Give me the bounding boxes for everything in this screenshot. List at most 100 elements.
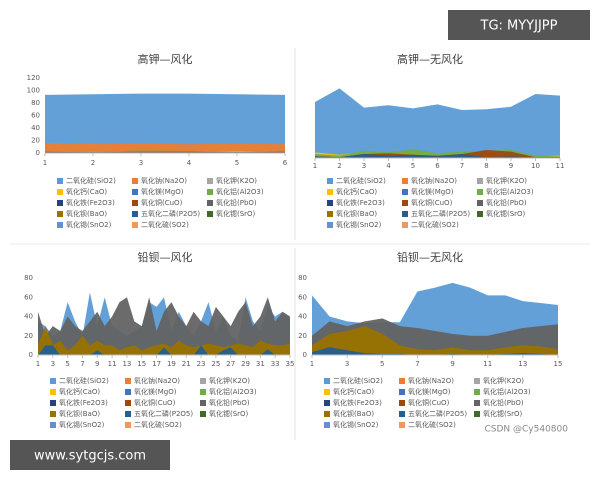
legend-label: 氧化钡(BaO) — [336, 209, 377, 218]
y-tick-label: 100 — [27, 87, 40, 95]
x-tick-label: 1 — [310, 360, 314, 368]
legend-swatch — [402, 222, 408, 228]
chart-title: 高钾—无风化 — [397, 52, 463, 66]
legend-label: 氧化铅(PbO) — [483, 398, 524, 407]
legend-label: 氧化钙(CaO) — [336, 187, 377, 196]
legend-swatch — [477, 178, 483, 184]
legend-swatch — [200, 411, 206, 417]
legend-swatch — [402, 189, 408, 195]
area — [38, 326, 290, 355]
area — [38, 345, 290, 355]
legend-swatch — [399, 389, 405, 395]
legend-swatch — [132, 222, 138, 228]
legend-swatch — [399, 400, 405, 406]
x-tick-label: 11 — [108, 360, 117, 368]
legend-swatch — [474, 389, 480, 395]
legend-swatch — [474, 378, 480, 384]
legend-label: 二氧化硫(SO2) — [134, 420, 182, 429]
legend-swatch — [327, 222, 333, 228]
legend-swatch — [399, 378, 405, 384]
legend-label: 氧化铁(Fe2O3) — [333, 398, 382, 407]
watermark-box — [10, 440, 170, 470]
legend-swatch — [207, 200, 213, 206]
legend-label: 氧化钙(CaO) — [59, 387, 100, 396]
y-tick-label: 80 — [298, 274, 307, 282]
x-tick-label: 3 — [51, 360, 55, 368]
legend-label: 二氧化硫(SO2) — [141, 220, 189, 229]
legend-label: 氧化锡(SnO2) — [66, 220, 112, 229]
x-tick-label: 7 — [415, 360, 419, 368]
legend-label: 氧化铜(CuO) — [134, 398, 176, 407]
legend-label: 氧化钾(K2O) — [216, 176, 257, 185]
x-tick-label: 9 — [509, 162, 513, 170]
chart-title: 铅钡—无风化 — [397, 250, 463, 264]
y-tick-label: 20 — [24, 332, 33, 340]
x-tick-label: 23 — [197, 360, 206, 368]
x-tick-label: 3 — [345, 360, 349, 368]
x-tick-label: 25 — [211, 360, 220, 368]
legend-label: 氧化钠(Na2O) — [408, 376, 454, 385]
area — [312, 326, 558, 355]
x-tick-label: 6 — [283, 159, 288, 167]
legend-swatch — [324, 400, 330, 406]
legend-swatch — [324, 411, 330, 417]
x-tick-label: 29 — [241, 360, 250, 368]
legend-label: 氧化钠(Na2O) — [134, 376, 180, 385]
legend-swatch — [132, 178, 138, 184]
legend-swatch — [50, 411, 56, 417]
x-tick-label: 19 — [167, 360, 176, 368]
legend-swatch — [50, 378, 56, 384]
legend-label: 二氧化硅(SiO2) — [66, 176, 116, 185]
legend-swatch — [474, 411, 480, 417]
legend-swatch — [57, 178, 63, 184]
x-tick-label: 3 — [362, 162, 366, 170]
legend-label: 氧化铁(Fe2O3) — [336, 198, 385, 207]
x-tick-label: 3 — [139, 159, 143, 167]
x-tick-label: 2 — [337, 162, 341, 170]
legend-swatch — [324, 389, 330, 395]
x-tick-label: 9 — [450, 360, 454, 368]
legend-swatch — [57, 222, 63, 228]
legend-swatch — [477, 189, 483, 195]
legend-swatch — [399, 422, 405, 428]
legend-swatch — [324, 422, 330, 428]
x-tick-label: 13 — [518, 360, 527, 368]
x-tick-label: 31 — [256, 360, 265, 368]
y-tick-label: 0 — [303, 351, 307, 359]
legend-label: 氧化锶(SrO) — [216, 209, 256, 218]
legend-label: 二氧化硅(SiO2) — [333, 376, 383, 385]
y-tick-label: 40 — [24, 313, 33, 321]
legend-label: 五氧化二磷(P2O5) — [141, 209, 200, 218]
legend-swatch — [327, 189, 333, 195]
legend-label: 氧化钠(Na2O) — [411, 176, 457, 185]
legend-label: 氧化铅(PbO) — [209, 398, 250, 407]
x-tick-label: 35 — [286, 360, 295, 368]
legend-swatch — [402, 200, 408, 206]
x-tick-label: 11 — [556, 162, 565, 170]
watermark: www.sytgcjs.com — [34, 449, 146, 464]
legend-swatch — [125, 400, 131, 406]
legend-label: 氧化钠(Na2O) — [141, 176, 187, 185]
legend-swatch — [474, 400, 480, 406]
y-tick-label: 40 — [31, 124, 40, 132]
legend-label: 氧化钙(CaO) — [66, 187, 107, 196]
legend-label: 二氧化硫(SO2) — [411, 220, 459, 229]
x-tick-label: 1 — [43, 159, 47, 167]
watermark: TG: MYYJJPP — [480, 19, 558, 34]
legend-label: 氧化钡(BaO) — [66, 209, 107, 218]
legend-swatch — [207, 211, 213, 217]
x-tick-label: 5 — [411, 162, 415, 170]
watermark-box — [448, 10, 590, 40]
legend-swatch — [200, 389, 206, 395]
legend-label: 氧化钾(K2O) — [209, 376, 250, 385]
legend-label: 氧化锡(SnO2) — [333, 420, 379, 429]
legend-swatch — [207, 189, 213, 195]
y-tick-label: 80 — [24, 274, 33, 282]
x-tick-label: 2 — [91, 159, 95, 167]
legend-swatch — [477, 211, 483, 217]
legend-label: 氧化锶(SrO) — [483, 409, 523, 418]
legend-label: 五氧化二磷(P2O5) — [134, 409, 193, 418]
legend-label: 氧化锶(SrO) — [486, 209, 526, 218]
